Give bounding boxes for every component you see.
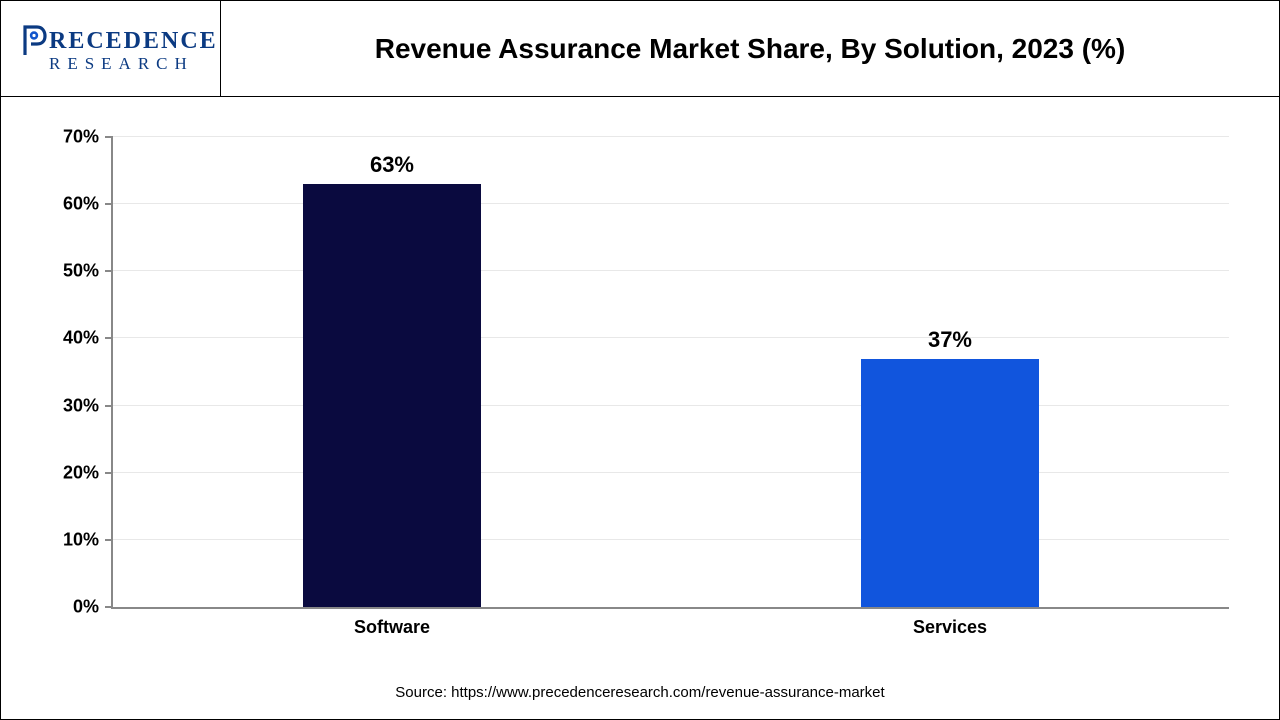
plot-wrap: 0% 10% 20% 30% 40% 50% 60% 70% 63% Software 37% Ser… [41, 117, 1239, 649]
logo: RECEDENCE RESEARCH [21, 25, 218, 72]
gridline [113, 405, 1229, 406]
y-axis-label: 10% [63, 529, 113, 550]
chart-frame: RECEDENCE RESEARCH Revenue Assurance Mar… [0, 0, 1280, 720]
gridline [113, 203, 1229, 204]
y-axis-label: 30% [63, 395, 113, 416]
gridline [113, 337, 1229, 338]
y-axis-label: 60% [63, 194, 113, 215]
logo-p-icon [21, 25, 47, 57]
gridline [113, 270, 1229, 271]
logo-word2: RESEARCH [49, 55, 218, 72]
bar-software: 63% [303, 184, 482, 607]
gridline [113, 136, 1229, 137]
y-axis-label: 70% [63, 127, 113, 148]
x-axis-label: Software [354, 617, 430, 638]
y-axis-label: 20% [63, 462, 113, 483]
logo-cell: RECEDENCE RESEARCH [1, 1, 221, 96]
header-row: RECEDENCE RESEARCH Revenue Assurance Mar… [1, 1, 1279, 97]
chart-title: Revenue Assurance Market Share, By Solut… [375, 33, 1126, 65]
y-axis-label: 40% [63, 328, 113, 349]
title-cell: Revenue Assurance Market Share, By Solut… [221, 1, 1279, 96]
bar-services: 37% [861, 359, 1040, 607]
plot-area: 0%10%20%30%40%50%60%70%63%Software37%Ser… [111, 137, 1229, 609]
bar-value-label: 63% [370, 152, 414, 178]
gridline [113, 539, 1229, 540]
logo-top: RECEDENCE [21, 25, 218, 57]
y-axis-label: 0% [73, 597, 113, 618]
bar-value-label: 37% [928, 327, 972, 353]
y-axis-label: 50% [63, 261, 113, 282]
x-axis-label: Services [913, 617, 987, 638]
logo-word1: RECEDENCE [49, 29, 218, 53]
source-text: Source: https://www.precedenceresearch.c… [1, 684, 1279, 701]
gridline [113, 472, 1229, 473]
chart-body: 0% 10% 20% 30% 40% 50% 60% 70% 63% Software 37% Ser… [1, 97, 1279, 719]
